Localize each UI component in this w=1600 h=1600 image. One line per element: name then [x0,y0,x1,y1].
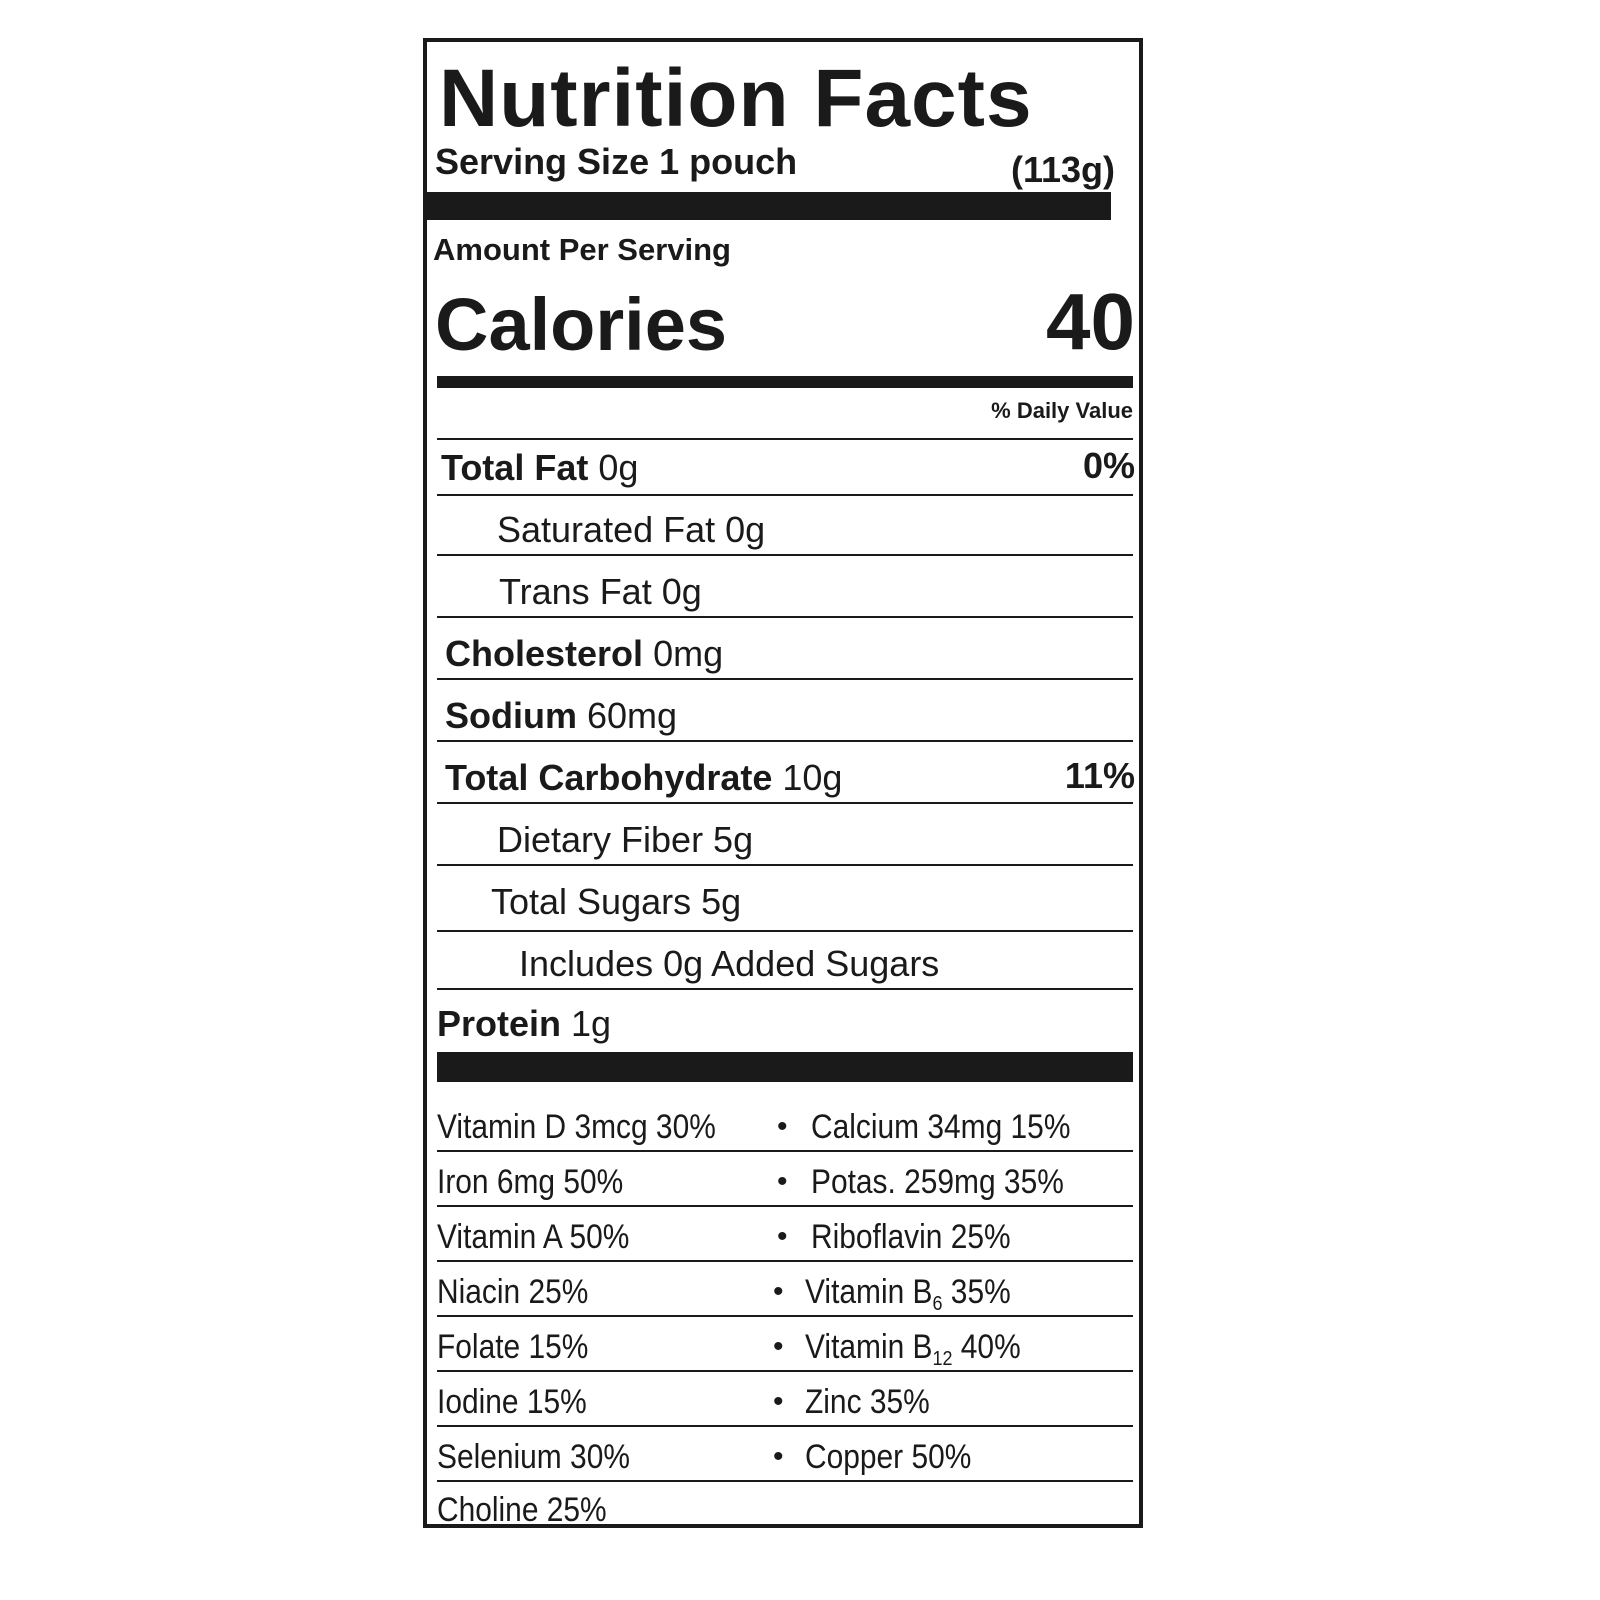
nutrient-name: Sodium [445,695,577,736]
nutrient-name: Total Sugars 5g [491,881,742,922]
nutrient-amount: 0g [598,447,639,488]
serving-size: Serving Size 1 pouch [435,141,798,182]
rule [437,930,1133,932]
nutrient-name: Cholesterol [445,633,644,674]
daily-value: 0% [1082,445,1135,486]
nutrient-row: Includes 0g Added Sugars [519,946,939,982]
vitamin: Iron 6mg 50% [437,1165,623,1199]
rule [437,616,1133,618]
nutrient-name: Dietary Fiber 5g [497,819,754,860]
vitamin: Folate 15% [437,1330,588,1364]
rule [437,554,1133,556]
rule [437,1480,1133,1482]
bullet: • [773,1330,784,1363]
rule [437,1052,1133,1082]
vitamin-text: Zinc 35% [805,1383,930,1421]
vitamin-text: Calcium 34mg 15% [811,1108,1071,1146]
vitamin-text: Potas. 259mg 35% [811,1163,1064,1201]
vitamin: Vitamin B6 35% [805,1273,1011,1314]
rule [427,192,1111,220]
nutrient-name: Includes 0g Added Sugars [519,943,940,984]
vitamin: Choline 25% [437,1493,607,1527]
nutrient-amount: 1g [571,1003,612,1044]
calories-value: 40 [1046,277,1135,366]
nutrient-row: Total Carbohydrate 10g [445,760,842,796]
vitamin-dv: 40% [960,1328,1021,1366]
nutrient-name: Total Fat [441,447,589,488]
vitamin-text: Choline 25% [437,1491,607,1529]
vitamin: Riboflavin 25% [811,1220,1011,1254]
vitamin-text: Vitamin A 50% [437,1218,630,1256]
nutrient-row: Sodium 60mg [445,698,677,734]
vitamin-subscript: 12 [932,1348,953,1371]
bullet: • [777,1220,788,1253]
vitamin: Vitamin A 50% [437,1220,629,1254]
vitamin-dv: 35% [950,1273,1011,1311]
rule [437,740,1133,742]
nutrient-name: Total Carbohydrate [445,757,773,798]
daily-value-header: % Daily Value [991,398,1133,423]
rule [437,376,1133,388]
bullet: • [777,1165,788,1198]
vitamin: Selenium 30% [437,1440,630,1474]
nutrient-row: Trans Fat 0g [499,574,702,610]
rule [437,438,1133,440]
vitamin-text: Iron 6mg 50% [437,1163,624,1201]
rule [437,678,1133,680]
vitamin-text: Niacin 25% [437,1273,589,1311]
rule [437,1370,1133,1372]
bullet: • [773,1385,784,1418]
vitamin: Vitamin D 3mcg 30% [437,1110,716,1144]
nutrient-amount: 10g [782,757,843,798]
vitamin-subscript: 6 [932,1293,943,1316]
vitamin: Zinc 35% [805,1385,930,1419]
nutrient-row: Saturated Fat 0g [497,512,765,548]
rule [437,1260,1133,1262]
rule [437,1205,1133,1207]
rule [437,494,1133,496]
rule [437,1425,1133,1427]
rule [437,802,1133,804]
title: Nutrition Facts [439,53,1033,144]
nutrient-row: Total Sugars 5g [491,884,741,920]
rule [437,988,1133,990]
vitamin: Calcium 34mg 15% [811,1110,1070,1144]
nutrient-row: Dietary Fiber 5g [497,822,753,858]
vitamin-text: Folate 15% [437,1328,589,1366]
nutrient-name: Trans Fat 0g [499,571,702,612]
nutrient-name: Protein [437,1003,562,1044]
nutrient-row: Total Fat 0g [441,450,638,486]
vitamin-text: Riboflavin 25% [811,1218,1011,1256]
nutrition-label: Nutrition Facts Serving Size 1 pouch (113g… [423,38,1143,1528]
nutrient-amount: 60mg [587,695,678,736]
vitamin-text: Selenium 30% [437,1438,630,1476]
vitamin-text: Vitamin B [805,1328,933,1366]
vitamin: Iodine 15% [437,1385,587,1419]
nutrient-name: Saturated Fat 0g [497,509,766,550]
nutrient-row: Protein 1g [437,1006,611,1042]
amount-per-serving: Amount Per Serving [433,232,731,267]
vitamin: Potas. 259mg 35% [811,1165,1064,1199]
rule [437,1315,1133,1317]
vitamin: Copper 50% [805,1440,971,1474]
daily-value: 11% [1064,755,1135,796]
vitamin-text: Copper 50% [805,1438,972,1476]
bullet: • [773,1440,784,1473]
vitamin-text: Iodine 15% [437,1383,587,1421]
nutrient-amount: 0mg [653,633,724,674]
rule [437,1150,1133,1152]
calories-label: Calories [435,283,728,366]
nutrient-row: Cholesterol 0mg [445,636,723,672]
bullet: • [777,1110,788,1143]
vitamin: Niacin 25% [437,1275,588,1309]
vitamin-text: Vitamin D 3mcg 30% [437,1108,716,1146]
rule [437,864,1133,866]
vitamin: Vitamin B12 40% [805,1328,1021,1369]
bullet: • [773,1275,784,1308]
vitamin-text: Vitamin B [805,1273,933,1311]
serving-amount: (113g) [1010,149,1115,190]
